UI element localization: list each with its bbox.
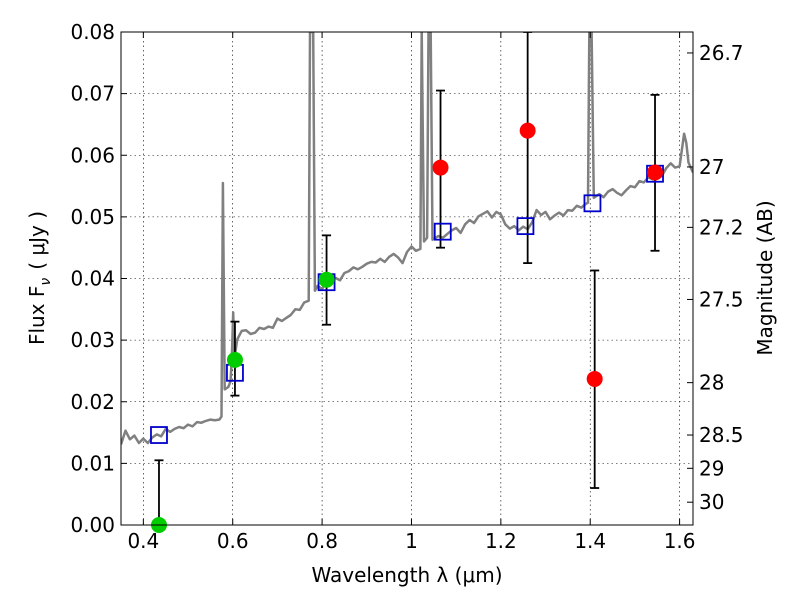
x-tick-label: 0.4	[127, 529, 159, 553]
model-square-marker	[150, 426, 168, 444]
x-tick-label: 0.6	[217, 529, 249, 553]
y-axis-label-main: Flux F	[25, 286, 49, 345]
model-square-marker	[583, 194, 602, 213]
y2-tick-label: 29	[699, 456, 724, 480]
x-tick-label: 1.4	[574, 529, 606, 553]
markers	[150, 122, 664, 533]
y2-tick-label: 28	[699, 371, 724, 395]
y-tick-label: 0.08	[70, 20, 115, 44]
y-tick-label: 0.04	[70, 267, 115, 291]
green-circle-marker	[226, 351, 243, 368]
grid	[121, 31, 693, 526]
x-tick-label: 1.2	[485, 529, 517, 553]
x-axis-label: Wavelength λ (μm)	[311, 563, 502, 587]
y2-tick-label: 27.5	[699, 287, 744, 311]
y2-tick-label: 30	[699, 490, 724, 514]
y2-axis-label: Magnitude (AB)	[753, 200, 777, 355]
y-axis-label: Flux Fν ( μJy )	[25, 211, 54, 345]
y2-tick-label: 28.5	[699, 423, 744, 447]
y-tick-label: 0.05	[70, 205, 115, 229]
y-tick-label: 0.02	[70, 390, 115, 414]
y-tick-label: 0.07	[70, 82, 115, 106]
red-circle-marker	[432, 159, 449, 176]
y-tick-label: 0.06	[70, 143, 115, 167]
y2-tick-label: 26.7	[699, 41, 744, 65]
spectrum-line	[121, 32, 693, 445]
x-tick-label: 0.8	[306, 529, 338, 553]
y-axis-label-sub: ν	[38, 278, 54, 286]
red-circle-marker	[519, 122, 536, 139]
y-tick-label: 0.01	[70, 451, 115, 475]
model-square-marker	[433, 222, 452, 241]
y-axis-label-unit: ( μJy )	[25, 211, 49, 270]
red-circle-marker	[586, 370, 603, 387]
y-tick-label: 0.03	[70, 328, 115, 352]
y-tick-label: 0.00	[70, 513, 115, 537]
model-square-marker	[516, 217, 535, 236]
ticks: 0.4 0.6 0.8 1 1.2 1.4 1.6 0.00 0.01 0.02 0.03 0.04 0…	[70, 20, 743, 553]
x-tick-label: 1.6	[664, 529, 696, 553]
green-circle-marker	[318, 271, 335, 288]
red-circle-marker	[647, 164, 664, 181]
y2-tick-label: 27.2	[699, 215, 744, 239]
x-tick-label: 1	[405, 529, 418, 553]
y2-tick-label: 27	[699, 155, 724, 179]
